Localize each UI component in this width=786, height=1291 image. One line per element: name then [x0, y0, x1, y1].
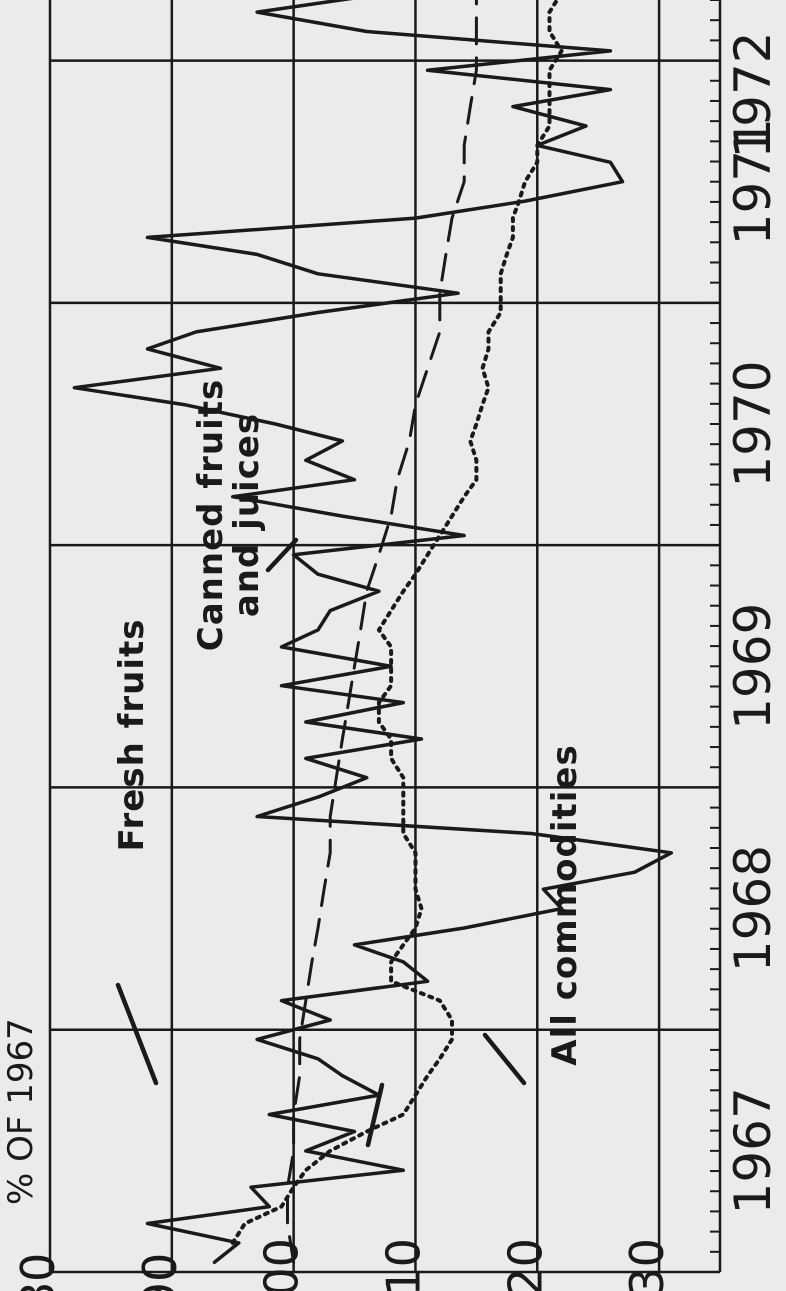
value-tick-label: 130 — [620, 1238, 674, 1291]
annotation-label: Fresh fruits — [112, 618, 152, 851]
year-tick-label: 1972 — [724, 31, 782, 158]
series-line-1 — [230, 0, 564, 1245]
tick-labels: 80 90 100 110 120 130 % OF 1967 1967 1968 1969 197… — [1, 31, 782, 1291]
year-tick-label: 1967 — [724, 1087, 782, 1214]
year-tick-label: 1970 — [724, 360, 782, 487]
value-tick-label: 100 — [255, 1238, 309, 1291]
annotation-label: Canned fruits — [191, 379, 231, 651]
year-tick-label: 1969 — [724, 603, 782, 730]
annotation-pointer — [482, 1032, 527, 1086]
series-line-0 — [72, 0, 674, 1265]
annotation-pointer — [115, 982, 159, 1086]
annotation-label: All commodities — [545, 744, 585, 1065]
value-tick-label: 90 — [133, 1253, 187, 1291]
value-axis-title: % OF 1967 — [1, 1018, 41, 1205]
grid — [48, 0, 722, 1274]
value-tick-label: 110 — [376, 1238, 430, 1291]
value-tick-label: 120 — [498, 1238, 552, 1291]
series-group — [72, 0, 674, 1265]
year-tick-label: 1968 — [724, 845, 782, 972]
series-line-2 — [286, 0, 478, 1264]
tick-marks — [698, 0, 720, 1273]
year-tick-label: 1971 — [724, 118, 782, 245]
annotation-pointer — [365, 1082, 385, 1148]
annotation-pointer — [265, 537, 299, 573]
value-tick-label: 80 — [11, 1253, 65, 1291]
annotation-label: and juices — [227, 413, 267, 617]
